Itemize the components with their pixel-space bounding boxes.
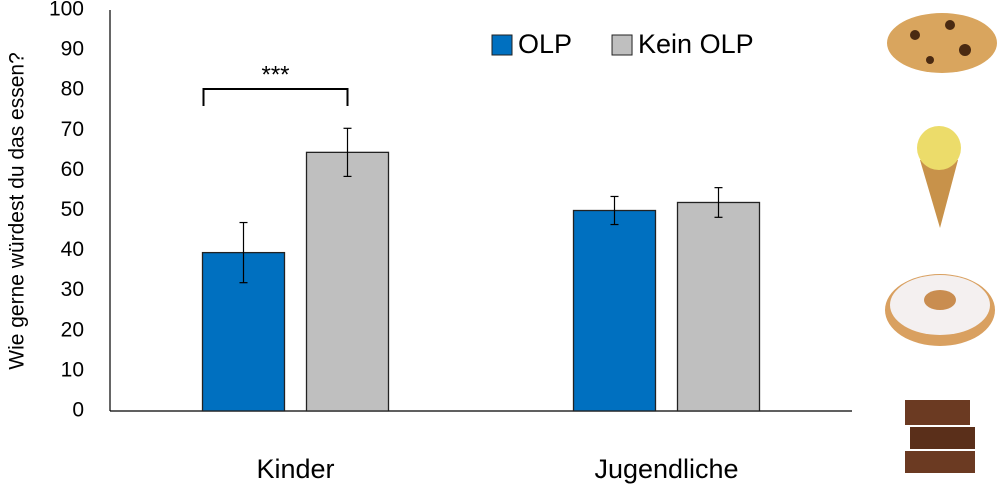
brownie-image — [905, 400, 970, 425]
y-tick-label: 20 — [61, 318, 84, 341]
significance-bracket — [202, 88, 349, 106]
y-tick-label: 50 — [61, 198, 84, 221]
brownie-image — [905, 451, 975, 473]
y-tick-label: 80 — [61, 78, 84, 101]
error-bar — [343, 127, 352, 178]
error-bar — [239, 221, 248, 284]
y-axis-label: Wie gerne würdest du das essen? — [6, 52, 29, 370]
bar — [305, 151, 390, 412]
x-tick-label: Jugendliche — [594, 454, 738, 484]
brownie-image — [910, 427, 975, 449]
chip — [910, 30, 920, 40]
chip — [926, 56, 934, 64]
error-bar — [610, 195, 619, 226]
food-images — [885, 13, 997, 473]
significance-label: *** — [261, 61, 289, 88]
ice-cream-cone — [920, 160, 958, 228]
chip — [959, 44, 971, 56]
y-tick-label: 30 — [61, 278, 84, 301]
chip — [945, 20, 955, 30]
x-tick-label: Kinder — [256, 454, 334, 484]
legend-swatch — [611, 34, 633, 56]
cookie-image — [887, 13, 997, 73]
ice-cream-scoop — [917, 126, 961, 170]
legend-label: OLP — [518, 29, 572, 59]
y-tick-label: 90 — [61, 38, 84, 61]
bar — [572, 209, 657, 412]
y-tick-label: 0 — [72, 399, 84, 422]
legend-swatch — [491, 34, 513, 56]
y-tick-label: 40 — [61, 238, 84, 261]
donut-hole — [924, 290, 956, 310]
legend-label: Kein OLP — [638, 29, 754, 59]
y-tick-label: 60 — [61, 158, 84, 181]
y-tick-label: 70 — [61, 118, 84, 141]
y-tick-label: 10 — [61, 358, 84, 381]
bar — [676, 201, 761, 412]
y-tick-label: 100 — [49, 0, 84, 21]
error-bar — [714, 187, 723, 218]
